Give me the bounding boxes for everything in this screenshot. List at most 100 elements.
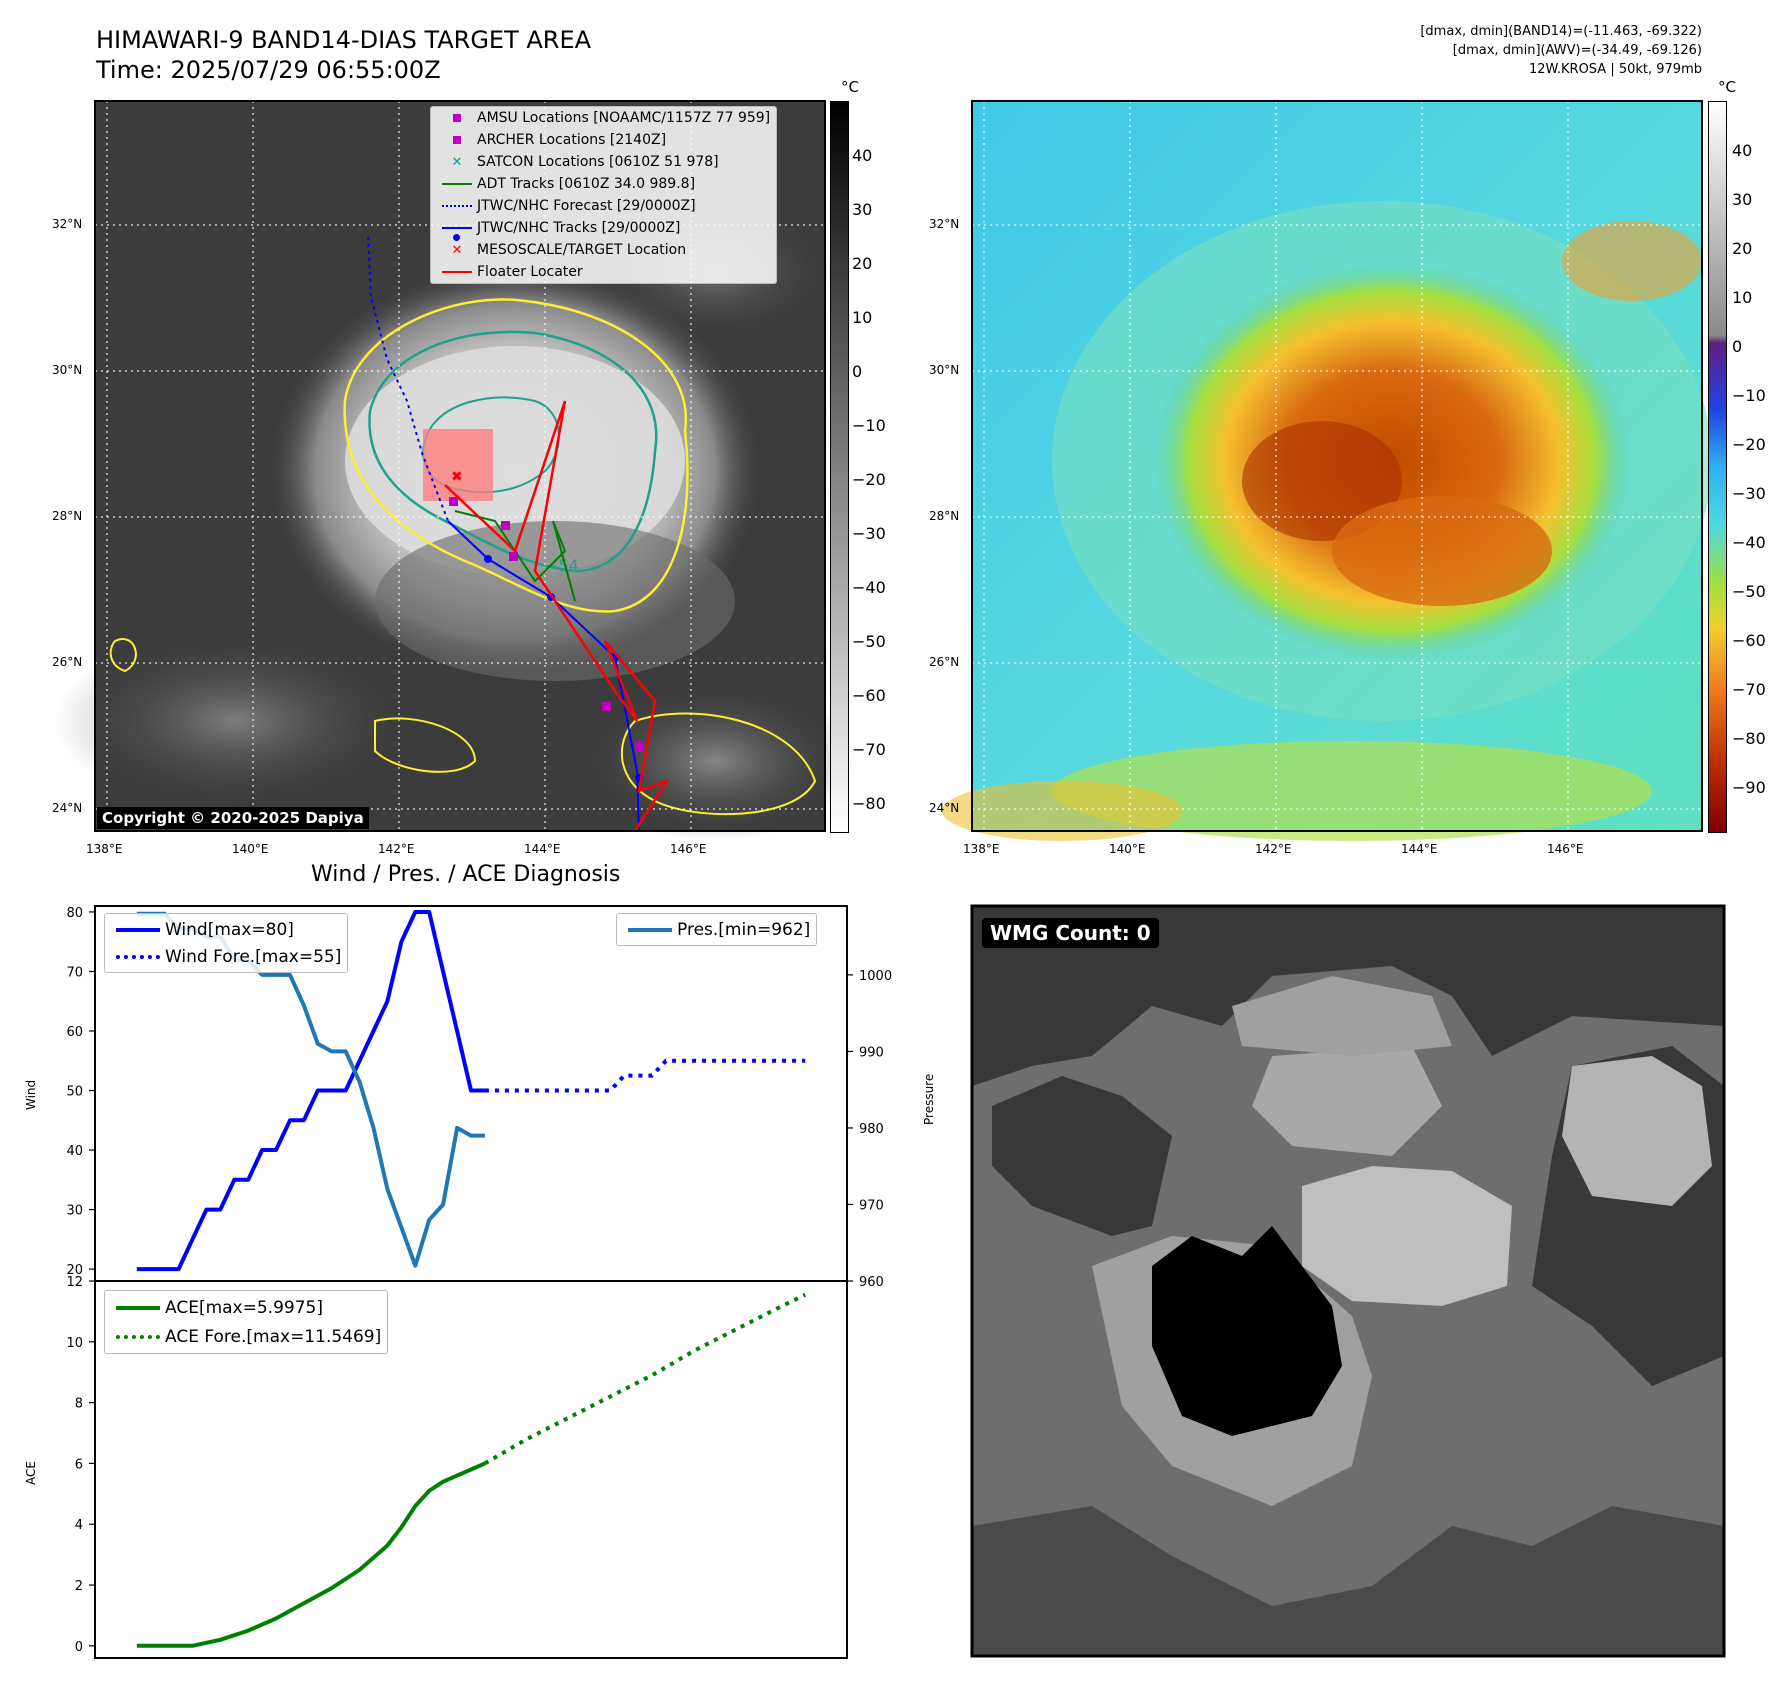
- lat-label: 26°N: [52, 655, 83, 669]
- legend-item-floater: Floater Locater: [431, 261, 776, 283]
- legend-item-jtwc-forecast: JTWC/NHC Forecast [29/0000Z]: [431, 195, 776, 217]
- y-tick-label: 50: [66, 1085, 83, 1100]
- lon-label: 140°E: [232, 842, 269, 856]
- ir-cbar-tick: 0: [852, 362, 863, 381]
- y-tick-label: 10: [66, 1336, 83, 1351]
- contour-label: −54: [545, 556, 579, 575]
- legend-item-amsu: AMSU Locations [NOAAMC/1157Z 77 959]: [431, 107, 776, 129]
- y-right-tick-label: 1000: [859, 969, 892, 984]
- square-marker-icon: [453, 136, 461, 144]
- lat-label: 24°N: [52, 801, 83, 815]
- series-line-0: [136, 1461, 486, 1648]
- legend-item-ace: ACE[max=5.9975]: [105, 1293, 387, 1322]
- wv-cbar-tick: 30: [1732, 190, 1753, 209]
- wmg-count-badge: WMG Count: 0: [982, 918, 1159, 948]
- line-marker-icon: [442, 183, 472, 185]
- lat-label: 24°N: [929, 801, 960, 815]
- wv-cbar-tick: 10: [1732, 288, 1753, 307]
- y-tick-label: 8: [75, 1397, 83, 1412]
- ir-map-panel: −54 ✖: [55, 100, 855, 841]
- y-right-tick-label: 990: [859, 1045, 884, 1060]
- svg-text:✖: ✖: [451, 469, 463, 485]
- wv-cbar-tick: −30: [1732, 484, 1766, 503]
- ir-cbar-tick: −70: [852, 740, 886, 759]
- wv-map-image: [942, 100, 1712, 841]
- wmg-panel: WMG Count: 0: [970, 904, 1726, 1658]
- dotted-line-icon: [442, 205, 472, 207]
- legend-item-wind: Wind[max=80]: [105, 916, 347, 943]
- legend-item-pressure: Pres.[min=962]: [617, 916, 816, 943]
- legend-item-wind-forecast: Wind Fore.[max=55]: [105, 943, 347, 970]
- lon-label: 146°E: [670, 842, 707, 856]
- ir-colorbar: [830, 101, 849, 833]
- y-tick-label: 30: [66, 1204, 83, 1219]
- lon-label: 142°E: [1255, 842, 1292, 856]
- ir-cbar-tick: 10: [852, 308, 873, 327]
- ir-cbar-tick: −40: [852, 578, 886, 597]
- series-line-1: [483, 1292, 807, 1466]
- lat-label: 28°N: [52, 509, 83, 523]
- lon-label: 138°E: [86, 842, 123, 856]
- solid-line-icon: [116, 927, 160, 932]
- y-tick-label: 20: [66, 1263, 83, 1278]
- legend-item-adt: ADT Tracks [0610Z 34.0 989.8]: [431, 173, 776, 195]
- wv-cbar-tick: −10: [1732, 386, 1766, 405]
- lon-label: 138°E: [963, 842, 1000, 856]
- figure-title: HIMAWARI-9 BAND14-DIAS TARGET AREA: [96, 26, 592, 54]
- info-band14: [dmax, dmin](BAND14)=(-11.463, -69.322): [1420, 24, 1702, 39]
- ace-axis-label: ACE: [24, 1461, 38, 1485]
- wv-colorbar: [1708, 101, 1727, 833]
- y-right-tick-label: 980: [859, 1122, 884, 1137]
- legend-item-ace-forecast: ACE Fore.[max=11.5469]: [105, 1322, 387, 1351]
- ir-cbar-tick: −80: [852, 794, 886, 813]
- copyright-badge: Copyright © 2020-2025 Dapiya: [97, 807, 369, 829]
- series-line-0: [136, 910, 485, 1272]
- x-marker-icon: ✕: [451, 242, 463, 258]
- line-marker-icon: [442, 271, 472, 273]
- lon-label: 146°E: [1547, 842, 1584, 856]
- info-storm: 12W.KROSA | 50kt, 979mb: [1528, 62, 1702, 77]
- lat-label: 30°N: [52, 363, 83, 377]
- y-right-tick-label: 970: [859, 1198, 884, 1213]
- y-right-tick-label: 960: [859, 1275, 884, 1290]
- ir-cbar-tick: 30: [852, 200, 873, 219]
- legend-item-target: ✕ MESOSCALE/TARGET Location: [431, 239, 776, 261]
- solid-line-icon: [628, 927, 672, 932]
- pressure-axis-label: Pressure: [922, 1073, 936, 1125]
- ir-cbar-tick: 20: [852, 254, 873, 273]
- wv-cbar-tick: −40: [1732, 533, 1766, 552]
- series-line-1: [484, 1058, 806, 1093]
- wind-legend: Wind[max=80] Wind Fore.[max=55]: [104, 913, 349, 973]
- wv-colorbar-unit: °C: [1718, 78, 1736, 96]
- wv-cbar-tick: −60: [1732, 631, 1766, 650]
- y-tick-label: 12: [66, 1275, 83, 1290]
- wind-axis-label: Wind: [24, 1079, 38, 1110]
- ace-legend: ACE[max=5.9975] ACE Fore.[max=11.5469]: [104, 1290, 389, 1354]
- legend-item-archer: ARCHER Locations [2140Z]: [431, 129, 776, 151]
- dotted-line-icon: [116, 954, 160, 959]
- wv-map-panel: [942, 100, 1712, 841]
- wv-cbar-tick: 20: [1732, 239, 1753, 258]
- ir-cbar-tick: −20: [852, 470, 886, 489]
- x-marker-icon: ✕: [451, 154, 463, 170]
- y-tick-label: 4: [75, 1518, 83, 1533]
- wv-cbar-tick: −80: [1732, 729, 1766, 748]
- wv-colorbar-ticks: 40 30 20 10 0 −10 −20 −30 −40 −50 −60 −7…: [1732, 0, 1782, 1690]
- ir-cbar-tick: −50: [852, 632, 886, 651]
- info-block: [dmax, dmin](BAND14)=(-11.463, -69.322) …: [1420, 22, 1702, 79]
- lat-label: 32°N: [929, 217, 960, 231]
- pressure-legend: Pres.[min=962]: [616, 913, 818, 946]
- y-tick-label: 80: [66, 906, 83, 921]
- wv-cbar-tick: 0: [1732, 337, 1743, 356]
- figure-time: Time: 2025/07/29 06:55:00Z: [96, 56, 441, 84]
- y-tick-label: 40: [66, 1144, 83, 1159]
- lon-label: 144°E: [524, 842, 561, 856]
- wv-cbar-tick: −90: [1732, 778, 1766, 797]
- y-tick-label: 0: [75, 1640, 83, 1655]
- wmg-image: [970, 904, 1726, 1658]
- lon-label: 140°E: [1109, 842, 1146, 856]
- lat-label: 30°N: [929, 363, 960, 377]
- lat-label: 28°N: [929, 509, 960, 523]
- solid-line-icon: [116, 1305, 160, 1310]
- map-legend: AMSU Locations [NOAAMC/1157Z 77 959] ARC…: [430, 106, 778, 284]
